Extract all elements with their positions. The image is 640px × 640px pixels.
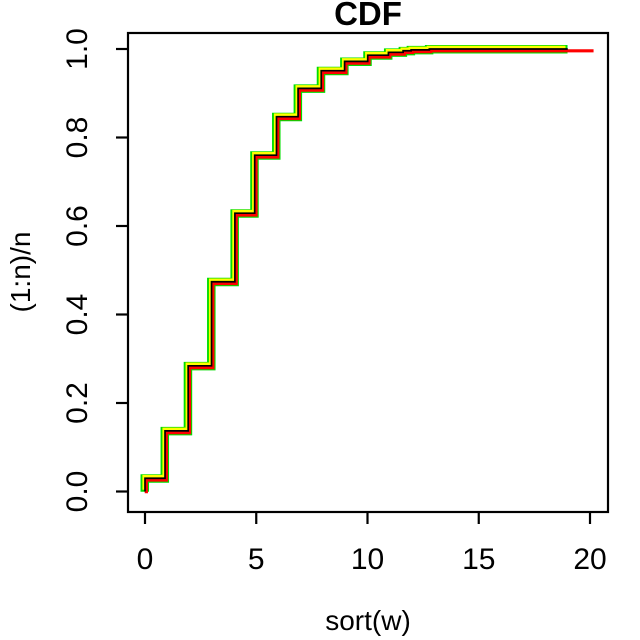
x-tick-label: 10 — [351, 543, 384, 576]
chart-title: CDF — [334, 0, 402, 32]
plot-box — [126, 31, 610, 514]
y-tick-label: 0.2 — [61, 382, 94, 424]
x-tick-label: 20 — [573, 543, 606, 576]
y-tick-label: 1.0 — [61, 28, 94, 70]
ecdf-black — [144, 48, 568, 492]
x-tick-label: 0 — [137, 543, 154, 576]
y-tick-label: 0.4 — [61, 294, 94, 336]
y-tick-label: 0.0 — [61, 471, 94, 513]
series-layer — [140, 45, 594, 494]
y-tick-label: 0.8 — [61, 117, 94, 159]
x-tick-label: 15 — [462, 543, 495, 576]
y-tick-label: 0.6 — [61, 205, 94, 247]
ecdf-red — [144, 49, 594, 494]
tick-layer: 0 5 10 15 20 0.0 0.2 0.4 0.6 0.8 1.0 — [61, 28, 607, 576]
ecdf-yellow — [142, 45, 566, 490]
x-axis-title: sort(w) — [325, 605, 411, 636]
y-axis-title: (1:n)/n — [5, 232, 36, 313]
x-tick-label: 5 — [248, 543, 265, 576]
